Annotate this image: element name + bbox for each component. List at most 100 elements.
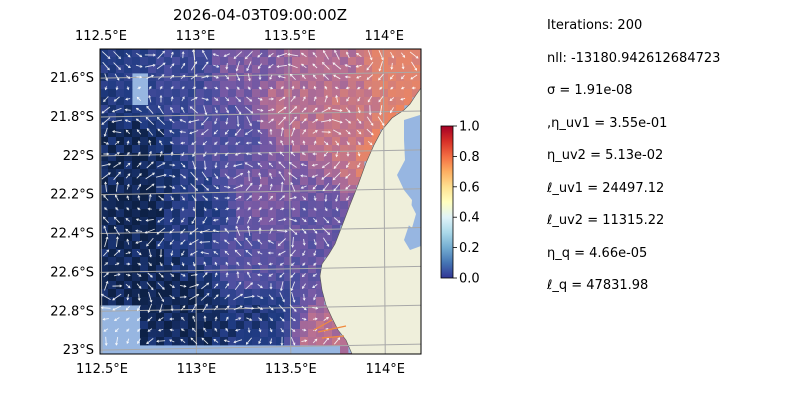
current-arrow bbox=[136, 273, 142, 277]
heatmap-cell bbox=[196, 241, 205, 250]
heatmap-cell bbox=[292, 169, 301, 178]
current-arrow bbox=[378, 73, 384, 81]
heatmap-cell bbox=[412, 49, 421, 58]
current-arrow bbox=[125, 64, 131, 69]
heatmap-cell bbox=[212, 225, 221, 234]
current-arrow bbox=[288, 227, 298, 235]
heatmap-cell bbox=[172, 249, 181, 258]
heatmap-cell bbox=[364, 105, 373, 114]
heatmap-cell bbox=[308, 201, 317, 210]
y-tick-label: 21.8°S bbox=[50, 110, 94, 125]
heatmap-cell bbox=[164, 329, 173, 338]
current-arrow bbox=[181, 96, 185, 102]
current-arrow bbox=[201, 183, 210, 191]
heatmap-cell bbox=[108, 297, 117, 306]
heatmap-cell bbox=[180, 129, 189, 138]
heatmap-cell bbox=[348, 193, 357, 202]
current-arrow bbox=[125, 317, 130, 321]
heatmap-cell bbox=[164, 81, 173, 90]
current-arrow bbox=[136, 75, 143, 79]
current-arrow bbox=[180, 74, 186, 80]
heatmap-cell bbox=[316, 313, 325, 322]
current-arrow bbox=[346, 141, 350, 146]
current-arrow bbox=[313, 262, 317, 266]
heatmap-cell bbox=[364, 129, 373, 138]
heatmap-cell bbox=[204, 217, 213, 226]
heatmap-cell bbox=[292, 225, 301, 234]
current-arrow bbox=[300, 52, 307, 58]
heatmap-cell bbox=[340, 193, 349, 202]
heatmap-cell bbox=[292, 153, 301, 162]
heatmap-cell bbox=[396, 81, 405, 90]
heatmap-cell bbox=[164, 265, 173, 274]
current-arrow bbox=[346, 151, 350, 157]
heatmap-cell bbox=[276, 225, 285, 234]
heatmap-cell bbox=[164, 153, 173, 162]
current-arrow bbox=[322, 182, 330, 192]
current-arrow bbox=[224, 239, 230, 245]
heatmap-cell bbox=[308, 193, 317, 202]
heatmap-cell bbox=[284, 89, 293, 98]
current-arrow bbox=[189, 293, 200, 301]
current-arrow bbox=[321, 107, 331, 113]
heatmap-cell bbox=[220, 81, 229, 90]
current-arrow bbox=[145, 218, 154, 222]
heatmap-cell bbox=[228, 241, 237, 250]
heatmap-cell bbox=[132, 257, 141, 266]
heatmap-cell bbox=[212, 209, 221, 218]
current-arrow bbox=[278, 116, 286, 126]
meridian-gridline bbox=[288, 49, 292, 354]
heatmap-cell bbox=[252, 57, 261, 66]
heatmap-cell bbox=[284, 313, 293, 322]
heatmap-cell bbox=[244, 49, 253, 58]
current-arrow bbox=[137, 305, 141, 312]
heatmap-cell bbox=[164, 105, 173, 114]
heatmap-cell bbox=[196, 153, 205, 162]
heatmap-cell bbox=[124, 225, 133, 234]
heatmap-cell bbox=[316, 289, 325, 298]
heatmap-cell bbox=[212, 113, 221, 122]
heatmap-cell bbox=[204, 65, 213, 74]
heatmap-cell bbox=[196, 97, 205, 106]
heatmap-cell bbox=[108, 81, 117, 90]
heatmap-cell bbox=[308, 273, 317, 282]
current-arrow bbox=[224, 196, 231, 200]
heatmap-cell bbox=[292, 209, 301, 218]
current-arrow bbox=[114, 226, 120, 236]
current-arrow bbox=[268, 273, 274, 277]
heatmap-cell bbox=[116, 57, 125, 66]
heatmap-cell bbox=[276, 217, 285, 226]
heatmap-cell bbox=[340, 161, 349, 170]
heatmap-cell bbox=[260, 73, 269, 82]
heatmap-cell bbox=[276, 185, 285, 194]
current-arrow bbox=[302, 238, 306, 246]
heatmap-cell bbox=[148, 113, 157, 122]
current-arrow bbox=[136, 173, 142, 179]
heatmap-cell bbox=[236, 73, 245, 82]
heatmap-cell bbox=[204, 129, 213, 138]
current-arrow bbox=[225, 162, 229, 169]
heatmap-cell bbox=[196, 265, 205, 274]
heatmap-cell bbox=[380, 57, 389, 66]
heatmap-cell bbox=[372, 97, 381, 106]
heatmap-cell bbox=[204, 193, 213, 202]
heatmap-cell bbox=[316, 177, 325, 186]
heatmap-cell bbox=[236, 161, 245, 170]
heatmap-cell bbox=[172, 225, 181, 234]
current-arrow bbox=[181, 86, 185, 90]
heatmap-cell bbox=[340, 65, 349, 74]
heatmap-cell bbox=[292, 281, 301, 290]
current-arrow bbox=[280, 336, 284, 346]
heatmap-cell bbox=[332, 145, 341, 154]
current-arrow bbox=[115, 236, 119, 247]
heatmap-cell bbox=[196, 129, 205, 138]
current-arrow bbox=[279, 316, 285, 322]
current-arrow bbox=[324, 85, 328, 90]
heatmap-cell bbox=[140, 321, 149, 330]
heatmap-cell bbox=[268, 297, 277, 306]
heatmap-cell bbox=[260, 249, 269, 258]
current-arrow bbox=[179, 130, 186, 134]
heatmap-cell bbox=[356, 57, 365, 66]
heatmap-cell bbox=[260, 289, 269, 298]
heatmap-cell bbox=[300, 129, 309, 138]
